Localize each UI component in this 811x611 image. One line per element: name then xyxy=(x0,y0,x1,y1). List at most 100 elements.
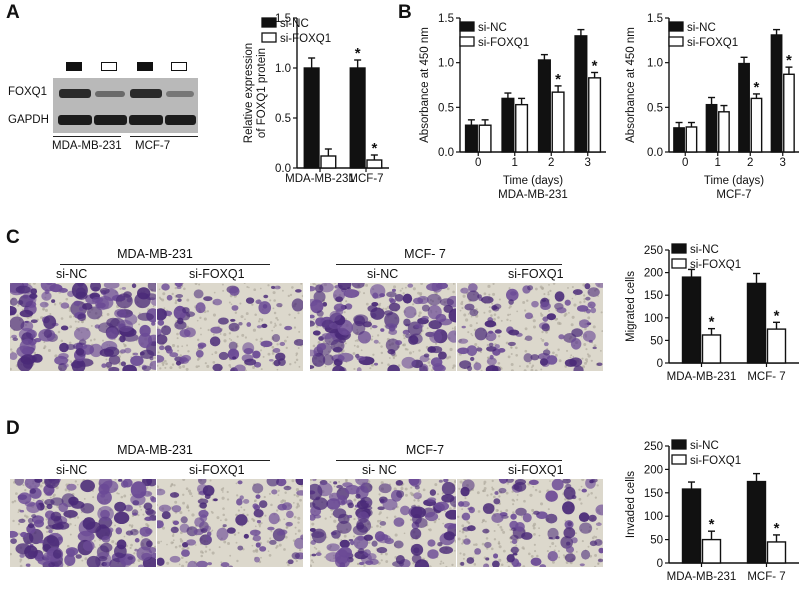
transwell-condition-label: si-FOXQ1 xyxy=(508,463,564,477)
x-axis-label: Time (days) xyxy=(704,175,764,187)
significance-star: * xyxy=(754,79,760,96)
y-tick-label: 200 xyxy=(644,464,663,476)
x-tick-label: MDA-MB-231 xyxy=(667,371,737,383)
bar xyxy=(681,488,702,564)
micrograph-image xyxy=(310,479,456,567)
blot-band xyxy=(129,115,163,125)
legend-label: si-FOXQ1 xyxy=(690,259,741,271)
y-tick-label: 50 xyxy=(650,335,663,347)
micrograph-image xyxy=(310,283,456,371)
x-tick-label: MCF- 7 xyxy=(747,371,785,383)
x-tick-label: MCF- 7 xyxy=(747,571,785,583)
blot-membrane xyxy=(53,78,198,133)
x-tick-label: MDA-MB-231 xyxy=(667,571,737,583)
x-tick-label: 1 xyxy=(715,157,721,169)
micrograph-texture xyxy=(310,283,456,371)
legend-label: si-NC xyxy=(280,18,309,30)
transwell-condition-label: si-FOXQ1 xyxy=(189,267,245,281)
y-tick-label: 250 xyxy=(644,245,663,257)
y-tick-label: 0.5 xyxy=(438,102,454,114)
legend-label: si-NC xyxy=(478,22,507,34)
y-tick-label: 0.5 xyxy=(647,102,663,114)
blot-group-rule xyxy=(53,136,121,137)
lane-mark-si-foxq1 xyxy=(101,62,117,71)
legend-swatch xyxy=(671,258,687,269)
blot-band xyxy=(165,115,196,125)
y-tick-label: 200 xyxy=(644,268,663,280)
transwell-group-label: MCF- 7 xyxy=(404,247,446,261)
micrograph-texture xyxy=(457,283,603,371)
blot-group-label: MDA-MB-231 xyxy=(52,140,122,152)
blot-band xyxy=(130,89,162,98)
y-tick-label: 0.0 xyxy=(275,163,291,175)
micrograph-texture xyxy=(157,283,303,371)
y-tick-label: 1.0 xyxy=(647,58,663,70)
y-tick-label: 50 xyxy=(650,535,663,547)
legend-label: si-NC xyxy=(690,244,719,256)
micrograph-texture xyxy=(10,283,156,371)
x-tick-label: 3 xyxy=(585,157,591,169)
x-tick-label: 2 xyxy=(747,157,753,169)
x-tick-label: 2 xyxy=(548,157,554,169)
y-tick-label: 150 xyxy=(644,290,663,302)
blot-band xyxy=(95,91,125,97)
y-tick-label: 1.5 xyxy=(647,13,663,25)
y-tick-label: 1.5 xyxy=(438,13,454,25)
y-tick-label: 1.0 xyxy=(275,63,291,75)
lane-mark-si-nc xyxy=(137,62,153,71)
y-tick-label: 0.0 xyxy=(647,147,663,159)
y-tick-label: 0 xyxy=(657,558,663,570)
transwell-group-rule xyxy=(60,264,270,265)
micrograph-texture xyxy=(10,479,156,567)
significance-star: * xyxy=(786,52,792,69)
y-axis-label: of FOXQ1 protein xyxy=(256,48,268,138)
legend-swatch xyxy=(668,36,684,47)
legend-label: si-NC xyxy=(687,22,716,34)
legend-label: si-FOXQ1 xyxy=(687,37,738,49)
blot-band xyxy=(58,115,92,125)
x-tick-label: 1 xyxy=(512,157,518,169)
lane-mark-si-foxq1 xyxy=(171,62,187,71)
y-tick-label: 0 xyxy=(657,358,663,370)
chart-subtitle: MDA-MB-231 xyxy=(498,189,568,201)
significance-star: * xyxy=(709,516,715,533)
y-tick-label: 0.5 xyxy=(275,113,291,125)
micrograph-image xyxy=(457,283,603,371)
significance-star: * xyxy=(774,520,780,537)
panel-label-c: C xyxy=(6,227,20,248)
legend-label: si-FOXQ1 xyxy=(690,455,741,467)
micrograph-image xyxy=(10,283,156,371)
panel-label-b: B xyxy=(398,2,412,23)
y-tick-label: 1.5 xyxy=(275,13,291,25)
y-tick-label: 1.0 xyxy=(438,58,454,70)
transwell-condition-label: si-NC xyxy=(367,267,399,281)
y-axis-label: Relative expression xyxy=(243,43,255,143)
significance-star: * xyxy=(592,57,598,74)
panel-label-a: A xyxy=(6,2,20,23)
transwell-group-label: MDA-MB-231 xyxy=(117,443,193,457)
blot-band xyxy=(166,91,194,97)
transwell-condition-label: si-FOXQ1 xyxy=(508,267,564,281)
legend-swatch xyxy=(459,21,475,32)
transwell-condition-label: si-NC xyxy=(56,267,88,281)
legend-swatch xyxy=(668,21,684,32)
bar xyxy=(701,538,722,564)
legend-swatch xyxy=(261,32,277,43)
legend-swatch xyxy=(671,454,687,465)
y-axis-label: Invaded cells xyxy=(625,471,637,538)
legend-swatch xyxy=(671,439,687,450)
significance-star: * xyxy=(555,71,561,88)
significance-star: * xyxy=(355,45,361,62)
chart-subtitle: MCF-7 xyxy=(716,189,751,201)
y-axis-label: Migrated cells xyxy=(625,271,637,342)
x-axis-label: Time (days) xyxy=(503,175,563,187)
legend-label: si-FOXQ1 xyxy=(478,37,529,49)
micrograph-texture xyxy=(310,479,456,567)
blot-row-label: FOXQ1 xyxy=(8,86,47,98)
blot-band xyxy=(59,89,91,98)
transwell-group-rule xyxy=(336,264,562,265)
